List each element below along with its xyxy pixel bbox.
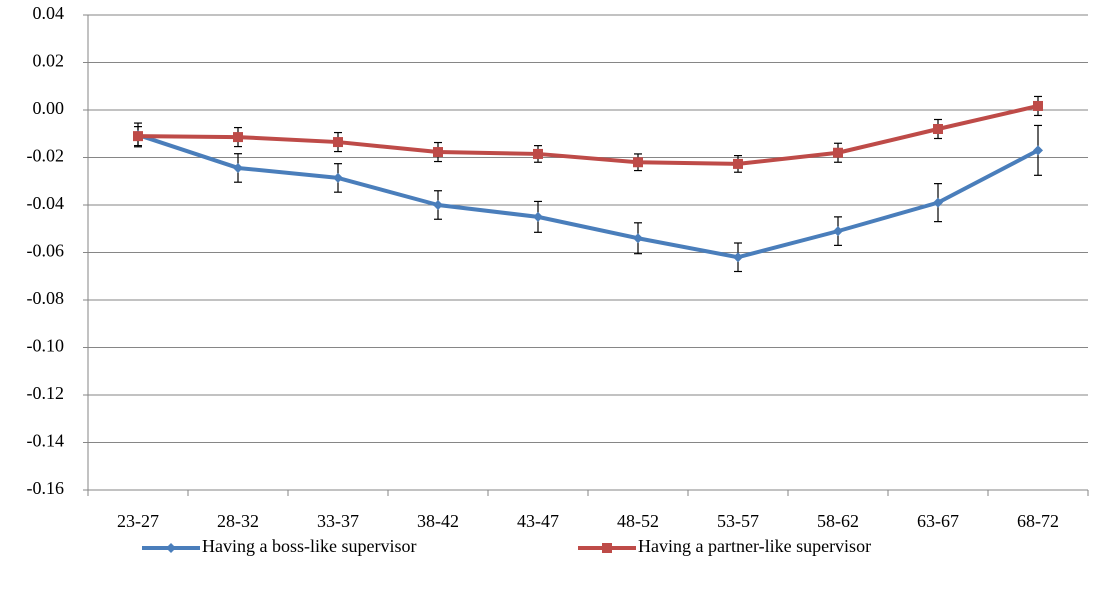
marker: [1033, 145, 1043, 156]
marker: [833, 147, 843, 158]
marker: [833, 226, 843, 237]
series-line: [137, 104, 1039, 166]
y-tick-label: -0.02: [27, 146, 65, 166]
x-tick-label: 58-62: [817, 511, 859, 531]
y-tick-label: 0.02: [33, 51, 65, 71]
x-tick-label: 33-37: [317, 511, 359, 531]
marker: [133, 131, 143, 142]
marker: [333, 137, 343, 148]
y-tick-label: -0.10: [27, 336, 65, 356]
y-tick-label: 0.00: [33, 98, 65, 118]
legend-marker: [166, 543, 176, 553]
marker: [933, 197, 943, 208]
marker: [433, 147, 443, 158]
x-tick-label: 68-72: [1017, 511, 1059, 531]
legend-label: Having a partner-like supervisor: [638, 536, 871, 556]
y-tick-label: -0.06: [27, 241, 65, 261]
x-tick-label: 38-42: [417, 511, 459, 531]
y-tick-label: -0.12: [27, 383, 65, 403]
legend-label: Having a boss-like supervisor: [202, 536, 416, 556]
y-tick-label: 0.04: [33, 3, 65, 23]
x-tick-label: 28-32: [217, 511, 259, 531]
marker: [333, 172, 343, 183]
marker: [633, 233, 643, 244]
y-tick-label: -0.14: [27, 431, 65, 451]
x-tick-label: 43-47: [517, 511, 559, 531]
marker: [733, 158, 743, 169]
y-tick-label: -0.08: [27, 288, 65, 308]
series-line: [137, 133, 1039, 260]
legend-marker: [602, 543, 612, 553]
marker: [433, 200, 443, 210]
marker: [633, 157, 643, 168]
x-tick-label: 63-67: [917, 511, 959, 531]
marker: [233, 162, 243, 173]
marker: [533, 211, 543, 222]
marker: [733, 252, 743, 263]
y-tick-label: -0.04: [27, 193, 65, 213]
marker: [933, 124, 943, 134]
x-tick-label: 48-52: [617, 511, 659, 531]
x-tick-label: 53-57: [717, 511, 759, 531]
marker: [1033, 100, 1043, 111]
marker: [233, 132, 243, 143]
x-tick-label: 23-27: [117, 511, 159, 531]
marker: [533, 148, 543, 159]
y-tick-label: -0.16: [27, 478, 65, 498]
